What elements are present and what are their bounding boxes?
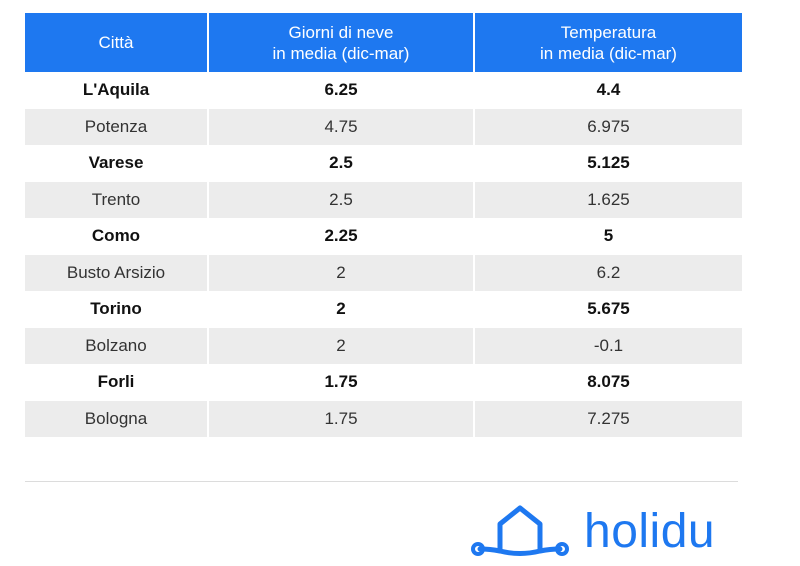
table-row: Trento 2.5 1.625 xyxy=(25,181,742,218)
cell-city: Potenza xyxy=(25,108,209,145)
cell-snow: 2.5 xyxy=(208,145,475,182)
cell-snow: 1.75 xyxy=(208,400,475,437)
cell-snow: 2.5 xyxy=(208,181,475,218)
cell-snow: 2 xyxy=(208,291,475,328)
snow-days-table-container: Città Giorni di neve in media (dic-mar) … xyxy=(25,13,742,437)
cell-city: L'Aquila xyxy=(25,72,209,109)
cell-city: Trento xyxy=(25,181,209,218)
cell-temp: 7.275 xyxy=(474,400,742,437)
cell-city: Varese xyxy=(25,145,209,182)
cell-snow: 2 xyxy=(208,254,475,291)
table-row: Bolzano 2 -0.1 xyxy=(25,327,742,364)
cell-temp: -0.1 xyxy=(474,327,742,364)
holidu-logo: holidu xyxy=(470,503,750,563)
table-row: Torino 2 5.675 xyxy=(25,291,742,328)
cell-city: Busto Arsizio xyxy=(25,254,209,291)
cell-temp: 5 xyxy=(474,218,742,255)
snow-days-table: Città Giorni di neve in media (dic-mar) … xyxy=(25,13,742,437)
table-row: Forli 1.75 8.075 xyxy=(25,364,742,401)
header-temperature: Temperatura in media (dic-mar) xyxy=(474,13,742,72)
table-row: Varese 2.5 5.125 xyxy=(25,145,742,182)
cell-temp: 6.975 xyxy=(474,108,742,145)
header-snow-line2: in media (dic-mar) xyxy=(272,43,410,63)
table-row: Bologna 1.75 7.275 xyxy=(25,400,742,437)
header-temp-line2: in media (dic-mar) xyxy=(540,43,677,63)
cell-temp: 6.2 xyxy=(474,254,742,291)
cell-city: Bologna xyxy=(25,400,209,437)
cell-snow: 2.25 xyxy=(208,218,475,255)
table-row: Como 2.25 5 xyxy=(25,218,742,255)
table-row: Busto Arsizio 2 6.2 xyxy=(25,254,742,291)
cell-snow: 4.75 xyxy=(208,108,475,145)
cell-temp: 5.125 xyxy=(474,145,742,182)
header-city-label: Città xyxy=(98,33,134,52)
header-city: Città xyxy=(25,13,209,72)
cell-temp: 8.075 xyxy=(474,364,742,401)
table-row: Potenza 4.75 6.975 xyxy=(25,108,742,145)
header-snow-line1: Giorni di neve xyxy=(288,22,394,42)
cell-snow: 1.75 xyxy=(208,364,475,401)
table-header-row: Città Giorni di neve in media (dic-mar) … xyxy=(25,13,742,72)
cell-temp: 1.625 xyxy=(474,181,742,218)
cell-temp: 4.4 xyxy=(474,72,742,109)
cell-city: Torino xyxy=(25,291,209,328)
table-row: L'Aquila 6.25 4.4 xyxy=(25,72,742,109)
header-temp-line1: Temperatura xyxy=(560,22,657,42)
cell-city: Forli xyxy=(25,364,209,401)
cell-city: Bolzano xyxy=(25,327,209,364)
header-snow-days: Giorni di neve in media (dic-mar) xyxy=(208,13,475,72)
logo-wordmark: holidu xyxy=(584,505,716,558)
cell-city: Como xyxy=(25,218,209,255)
cell-snow: 2 xyxy=(208,327,475,364)
footer-divider xyxy=(25,481,738,482)
cell-snow: 6.25 xyxy=(208,72,475,109)
cell-temp: 5.675 xyxy=(474,291,742,328)
house-icon xyxy=(471,505,569,556)
